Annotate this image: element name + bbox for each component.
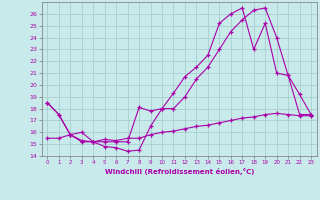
X-axis label: Windchill (Refroidissement éolien,°C): Windchill (Refroidissement éolien,°C) [105, 168, 254, 175]
